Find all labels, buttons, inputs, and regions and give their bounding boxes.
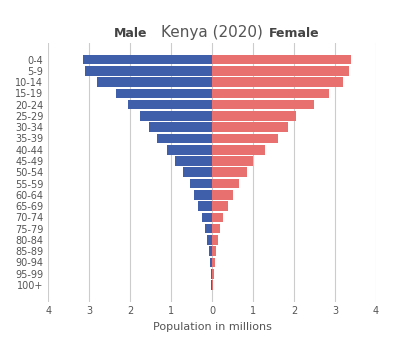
Text: Male: Male (113, 27, 147, 40)
Bar (97, 77, 212, 87)
Bar (212, 156, 253, 166)
Bar (85, 66, 212, 76)
Bar (212, 77, 343, 87)
Bar (205, 224, 212, 234)
Bar (212, 190, 233, 200)
Bar (209, 246, 212, 256)
Bar (198, 201, 212, 211)
Bar (194, 190, 212, 200)
Bar (202, 213, 212, 222)
Bar (210, 258, 212, 267)
Text: Female: Female (269, 27, 319, 40)
Bar (212, 258, 215, 267)
Bar (212, 66, 349, 76)
Bar (212, 168, 247, 177)
Bar (212, 235, 218, 245)
Bar (212, 269, 214, 279)
Bar (212, 179, 239, 188)
Title: Kenya (2020): Kenya (2020) (161, 25, 263, 40)
Bar (140, 111, 212, 121)
Bar (212, 224, 220, 234)
Bar (212, 213, 223, 222)
Bar (212, 111, 296, 121)
Bar (128, 100, 212, 109)
Bar (212, 145, 265, 154)
Bar (116, 88, 212, 98)
Bar (207, 235, 212, 245)
Bar (212, 246, 216, 256)
Bar (184, 168, 212, 177)
Bar (83, 55, 212, 64)
Bar (212, 201, 229, 211)
Bar (212, 134, 278, 143)
Bar (212, 55, 351, 64)
Bar (157, 134, 212, 143)
Bar (190, 179, 212, 188)
Bar (212, 88, 329, 98)
Bar (175, 156, 212, 166)
Bar (212, 122, 288, 132)
Bar (212, 100, 314, 109)
Bar (149, 122, 212, 132)
Bar (211, 280, 212, 290)
Bar (167, 145, 212, 154)
X-axis label: Population in millions: Population in millions (152, 322, 271, 332)
Bar (212, 280, 213, 290)
Bar (211, 269, 212, 279)
